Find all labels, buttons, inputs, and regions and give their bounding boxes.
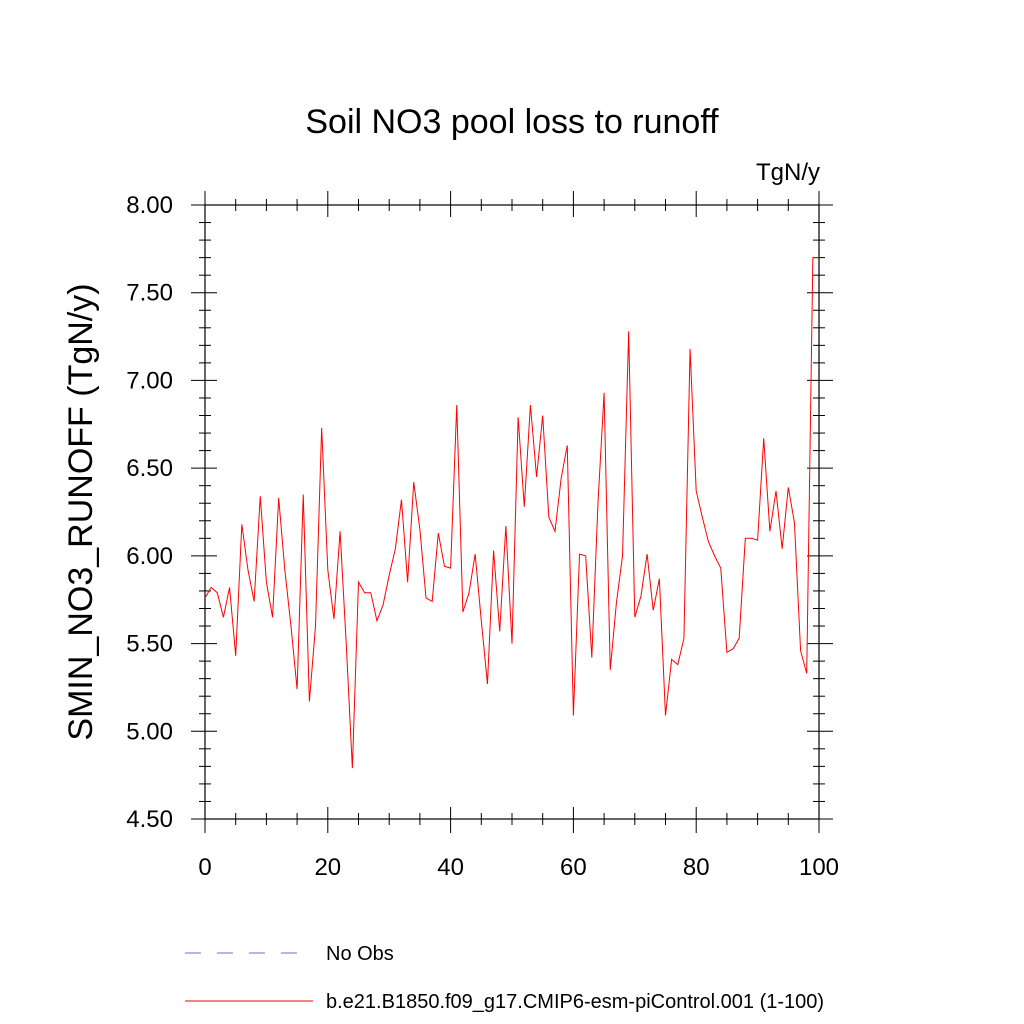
x-tick-label: 100 xyxy=(799,854,839,881)
plot-frame xyxy=(204,204,820,820)
series-line-0 xyxy=(204,257,819,769)
x-tick-label: 0 xyxy=(198,854,211,881)
x-tick-label: 60 xyxy=(560,854,587,881)
units-label: TgN/y xyxy=(756,159,820,186)
legend-label: b.e21.B1850.f09_g17.CMIP6-esm-piControl.… xyxy=(326,991,824,1013)
y-tick-label: 4.50 xyxy=(126,806,173,833)
x-tick-label: 80 xyxy=(683,854,710,881)
y-tick-label: 5.00 xyxy=(126,718,173,745)
y-tick-label: 7.00 xyxy=(126,367,173,394)
legend: No Obs b.e21.B1850.f09_g17.CMIP6-esm-piCo… xyxy=(185,943,824,1013)
y-tick-label: 6.00 xyxy=(126,543,173,570)
y-axis-label: SMIN_NO3_RUNOFF (TgN/y) xyxy=(62,283,100,740)
axis-tick-labels: 0 20 40 60 80 100 4.50 5.00 5.50 6.00 6.50 7.00 7.50… xyxy=(126,192,839,881)
x-tick-label: 20 xyxy=(314,854,341,881)
series-layer xyxy=(204,257,819,769)
chart-title: Soil NO3 pool loss to runoff xyxy=(305,103,719,141)
y-tick-label: 7.50 xyxy=(126,280,173,307)
x-tick-label: 40 xyxy=(437,854,464,881)
axis-ticks xyxy=(191,191,833,833)
y-tick-label: 6.50 xyxy=(126,455,173,482)
y-tick-label: 5.50 xyxy=(126,631,173,658)
y-tick-label: 8.00 xyxy=(126,192,173,219)
legend-label: No Obs xyxy=(326,943,394,965)
